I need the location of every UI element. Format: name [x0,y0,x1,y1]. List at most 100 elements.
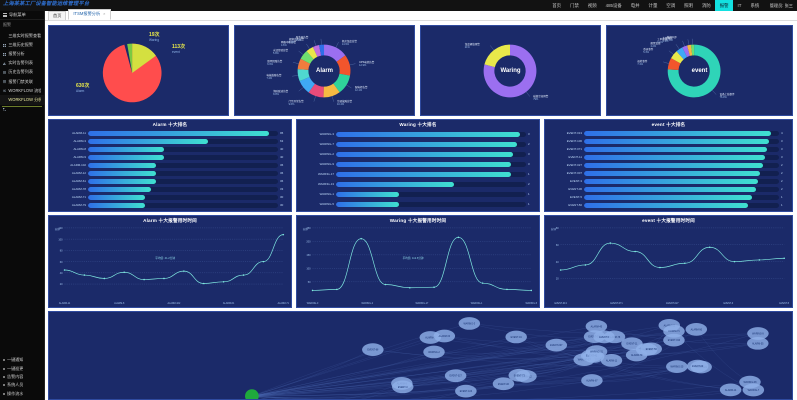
line-point[interactable] [183,270,185,272]
donut-slice-5[interactable] [299,77,315,93]
network-node[interactable] [492,377,515,391]
top-menu-item-0[interactable]: 首页 [552,3,562,8]
donut-slice-1[interactable] [484,44,511,68]
donut-slice-9[interactable] [306,47,318,60]
line-point[interactable] [408,286,411,289]
sidebar-item-5[interactable]: 报警门禁关联 [0,77,44,93]
line-point[interactable] [733,260,736,263]
line-point[interactable] [262,260,265,263]
sidebar-bottom-item-3[interactable]: 系统人员 [0,381,45,389]
line-point[interactable] [433,286,435,288]
donut-slice-7[interactable] [297,58,311,70]
line-point[interactable] [384,283,387,286]
bar-row[interactable]: WARING-13 2 [300,181,536,187]
line-point[interactable] [123,271,125,274]
top-menu-item-5[interactable]: 计量 [648,3,658,8]
network-node[interactable] [444,369,467,383]
donut-slice-5[interactable] [687,44,693,56]
close-icon[interactable]: × [103,11,106,17]
donut-slice-3[interactable] [676,47,688,60]
donut-slice-3[interactable] [323,83,340,98]
top-menu-item-6[interactable]: 空调 [666,3,676,8]
bar-row[interactable]: ALARM-8 40 [52,146,288,152]
sidebar-item-0[interactable]: 三维实时报警查看 [0,31,44,47]
bar-row[interactable]: ALARM-71 30 [52,194,288,200]
donut-slice-2[interactable] [333,73,351,93]
donut-slice-0[interactable] [324,44,346,62]
home-button[interactable]: 首页 [48,11,67,20]
bar-row[interactable]: EVENT-027 2 [548,162,789,168]
network-node[interactable] [747,327,769,340]
line-point[interactable] [163,277,165,280]
donut-slice-0[interactable] [483,44,537,98]
network-node[interactable] [505,330,527,344]
line-point[interactable] [143,278,145,281]
bar-row[interactable]: EVENT-06 2 [548,186,789,192]
bar-row[interactable]: EVENT-3 2 [548,178,789,184]
network-node[interactable] [685,323,708,336]
donut-slice-6[interactable] [297,69,310,82]
top-menu-item-10[interactable]: IT [737,3,742,8]
line-point[interactable] [202,282,205,285]
sidebar-item-2[interactable]: 报警分析 [0,49,44,66]
network-node[interactable] [423,345,445,359]
bar-row[interactable]: EVENT-56 1 [548,202,789,208]
line-point[interactable] [83,274,86,276]
network-node[interactable] [585,345,608,358]
top-menu-item-11[interactable]: 系统 [750,3,760,8]
donut-slice-10[interactable] [312,45,322,57]
line-point[interactable] [481,282,484,284]
network-node[interactable] [433,329,456,343]
bar-row[interactable]: EVENT-11 3 [548,154,789,160]
bar-row[interactable]: WARING-2 3 [300,151,536,157]
bar-row[interactable]: ALARM-12 36 [52,170,288,176]
network-node[interactable] [719,383,742,397]
network-node[interactable] [593,330,615,344]
top-menu-item-3[interactable]: 485设备 [605,3,622,8]
line-point[interactable] [758,259,761,261]
network-node[interactable] [391,380,414,394]
network-node[interactable] [663,333,685,347]
bar-row[interactable]: ALARM-61 36 [52,178,288,184]
network-node[interactable] [508,368,531,382]
network-node[interactable] [455,384,477,398]
bar-row[interactable]: WARING-7 2 [300,141,536,147]
donut-slice-11[interactable] [319,44,325,56]
line-point[interactable] [609,242,612,244]
network-node[interactable] [666,360,688,373]
network-node[interactable] [585,319,608,333]
line-point[interactable] [360,237,362,240]
network-node[interactable] [621,337,643,351]
donut-slice-1[interactable] [667,58,681,71]
line-point[interactable] [506,288,508,291]
sidebar-bottom-item-4[interactable]: 操作流水 [0,390,45,398]
bar-row[interactable]: EVENT-013 4 [548,130,789,136]
network-node[interactable] [362,343,384,356]
bar-row[interactable]: EVENT-5 1 [548,194,789,200]
network-node[interactable] [600,354,623,367]
sidebar-bottom-item-2[interactable]: 告警内容 [0,373,45,381]
line-point[interactable] [63,269,66,271]
bar-row[interactable]: WARING-17 1 [300,171,536,177]
top-menu-item-8[interactable]: 消防 [701,3,711,8]
network-node[interactable] [747,336,769,350]
bar-row[interactable]: ALARM-3 63 [52,138,288,144]
bar-row[interactable]: EVENT-007 2 [548,170,789,176]
bar-row[interactable]: ALARM-11 95 [52,130,288,136]
line-point[interactable] [783,257,785,260]
donut-slice-6[interactable] [690,44,695,56]
bar-row[interactable]: WARING-9 3 [300,161,536,167]
line-point[interactable] [530,289,533,292]
line-point[interactable] [311,289,314,292]
top-menu-item-1[interactable]: 门禁 [570,3,579,8]
sidebar-item-4[interactable]: 历史告警列表 [0,68,44,84]
donut-slice-2[interactable] [671,51,684,64]
bar-row[interactable]: ALARM-78 33 [52,186,288,192]
sidebar-header[interactable]: 导航菜单 [0,11,44,20]
line-point[interactable] [103,277,106,280]
top-menu-item-2[interactable]: 视频 [587,3,597,8]
bar-row[interactable]: WARING-3 3 [300,131,536,137]
bar-row[interactable]: ALARM-9 40 [52,154,288,160]
bar-row[interactable]: ALARM-102 36 [52,162,288,168]
donut-slice-0[interactable] [667,44,721,98]
